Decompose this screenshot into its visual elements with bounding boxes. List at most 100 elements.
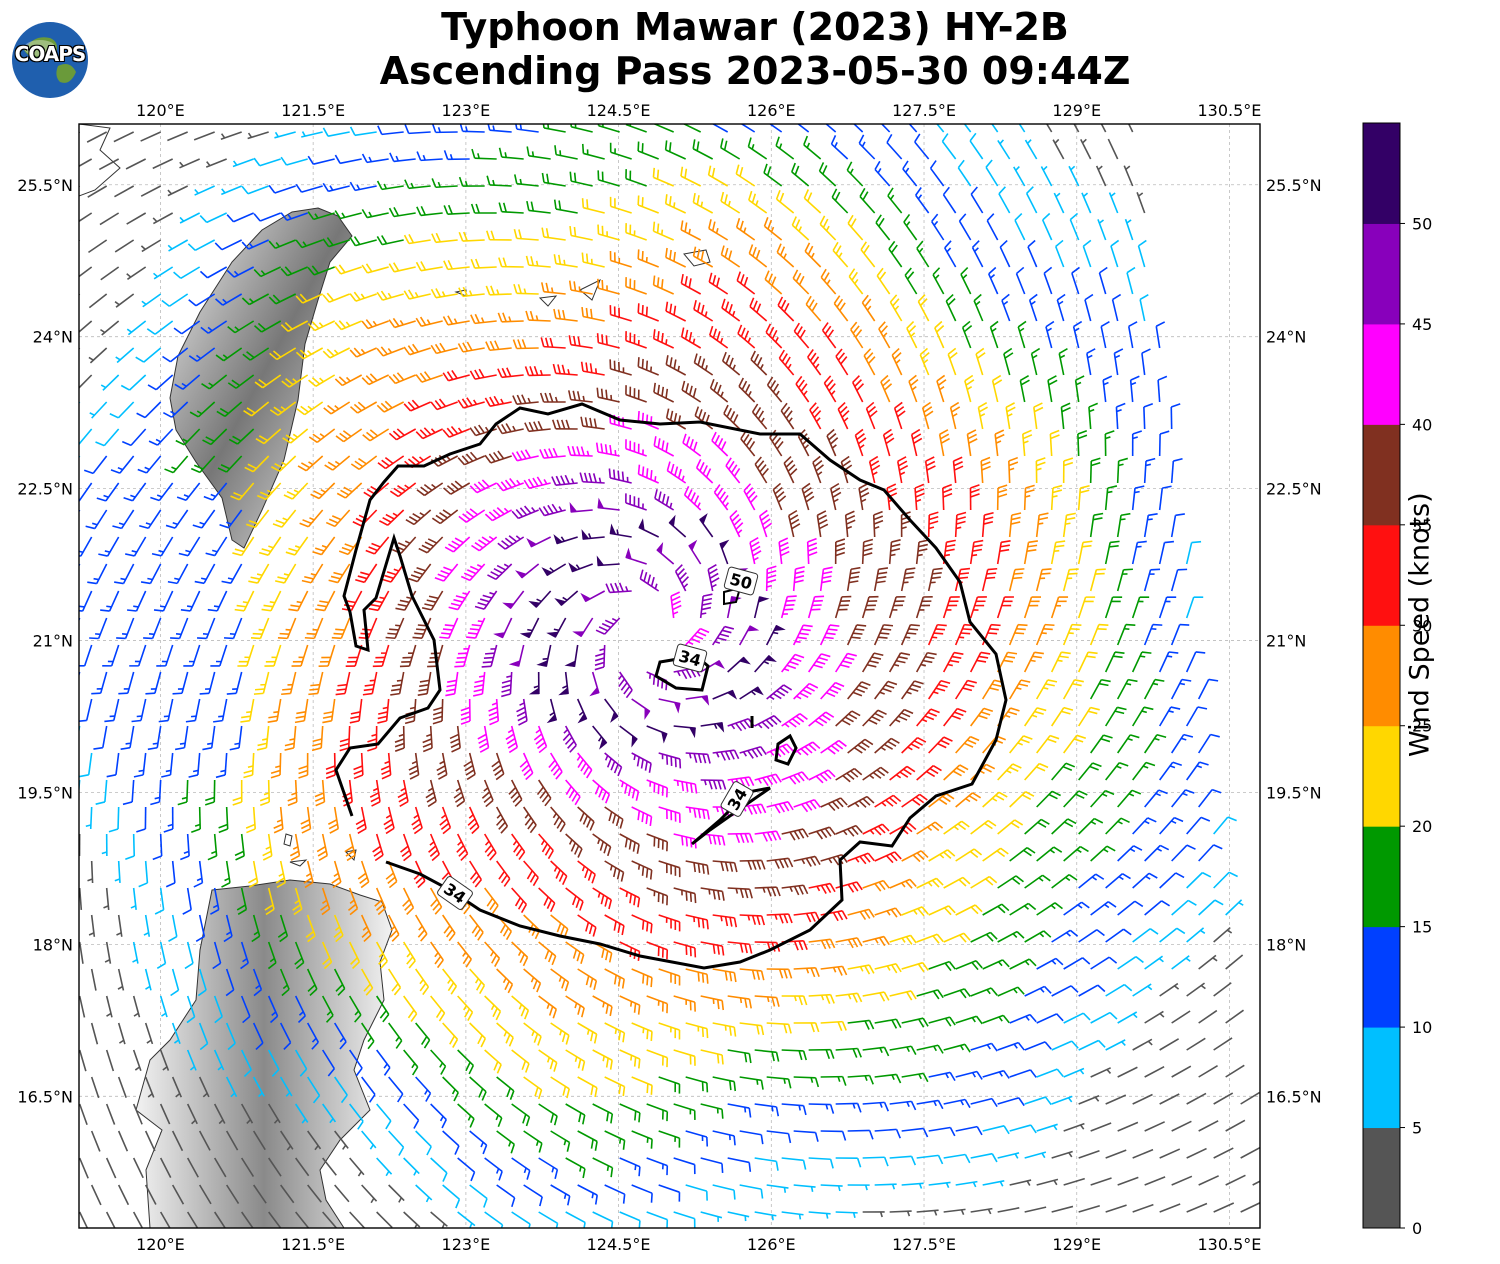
wind-barb <box>619 887 641 908</box>
wind-barb <box>803 135 822 160</box>
wind-barb <box>487 563 513 581</box>
wind-barb <box>739 968 765 981</box>
wind-barb <box>268 1211 282 1228</box>
wind-barb <box>835 824 863 837</box>
wind-barb <box>969 596 987 619</box>
wind-barb <box>847 1184 870 1191</box>
wind-barb <box>700 1103 724 1119</box>
wind-barb <box>365 536 390 555</box>
wind-barb <box>1084 293 1094 322</box>
wind-barb <box>253 266 282 278</box>
lon-tick-label-bottom: 120°E <box>136 1235 185 1254</box>
wind-barb <box>1116 512 1131 538</box>
wind-barb <box>298 752 309 779</box>
wind-barb <box>982 791 1008 808</box>
wind-barb <box>727 1049 752 1064</box>
wind-barb <box>682 124 702 133</box>
wind-barb <box>176 482 201 502</box>
wind-barb <box>712 1130 736 1146</box>
wind-barb <box>1036 1068 1064 1078</box>
wind-barb <box>1005 402 1016 430</box>
wind-barb <box>388 1022 403 1049</box>
wind-barb <box>889 1045 917 1056</box>
wind-barb <box>685 1022 709 1039</box>
wind-barb <box>707 563 720 592</box>
wind-barb <box>538 1157 559 1180</box>
wind-barb <box>91 671 108 695</box>
wind-barb <box>159 1049 170 1071</box>
wind-barb <box>1158 540 1175 565</box>
wind-barb <box>1089 457 1101 484</box>
wind-barb <box>1090 734 1113 754</box>
wind-barb <box>862 709 887 727</box>
wind-barb <box>267 995 279 1024</box>
wind-barb <box>652 275 674 295</box>
wind-barb <box>397 779 409 807</box>
wind-barb <box>171 1184 185 1205</box>
wind-barb <box>240 1157 255 1178</box>
wind-barb <box>874 1128 901 1139</box>
wind-barb <box>1008 623 1028 646</box>
wind-barb <box>538 1049 558 1072</box>
wind-barb <box>339 725 351 752</box>
wind-barb <box>430 288 458 299</box>
wind-barb <box>812 455 824 484</box>
wind-barb <box>1040 165 1053 187</box>
wind-barb <box>846 566 861 592</box>
wind-barb <box>673 941 697 958</box>
wind-barb <box>303 860 314 889</box>
wind-barb <box>874 1073 902 1084</box>
wind-barb <box>1105 928 1132 943</box>
wind-barb <box>597 224 620 241</box>
axis-ticks: 120°E120°E121.5°E121.5°E123°E123°E124.5°… <box>17 101 1321 1254</box>
wind-barb <box>1051 873 1078 889</box>
wind-barb <box>322 237 350 248</box>
wind-barb <box>215 293 243 306</box>
wind-barb <box>430 1103 447 1129</box>
wind-barb <box>793 967 820 978</box>
wind-barb <box>496 968 514 994</box>
wind-barb <box>1117 845 1143 862</box>
wind-barb <box>554 590 579 607</box>
wind-barb <box>1063 957 1091 970</box>
wind-barb <box>403 1049 419 1076</box>
colorbar-bin <box>1363 123 1400 224</box>
wind-barb <box>470 313 497 325</box>
wind-barb <box>1129 375 1140 403</box>
wind-barb <box>901 906 929 917</box>
wind-barb <box>229 725 243 751</box>
wind-barb <box>79 158 93 168</box>
wind-barb <box>835 1047 862 1058</box>
wind-barb <box>727 656 751 673</box>
wind-barb <box>1117 734 1140 754</box>
wind-barb <box>831 188 849 214</box>
wind-barb <box>592 887 613 910</box>
wind-barb <box>190 455 216 474</box>
wind-barb <box>1051 1040 1079 1051</box>
wind-barb <box>1198 788 1222 808</box>
wind-barb <box>973 293 984 322</box>
wind-barb <box>79 698 93 722</box>
wind-barb <box>1171 899 1197 916</box>
wind-barb <box>916 877 944 889</box>
wind-barb <box>79 482 93 502</box>
wind-barb <box>215 347 243 362</box>
wind-barb <box>270 455 297 472</box>
wind-barb <box>729 510 744 538</box>
wind-barb <box>220 131 242 140</box>
wind-barb <box>656 541 675 565</box>
wind-barb <box>225 1184 240 1204</box>
wind-barb <box>113 131 135 143</box>
wind-barb <box>921 401 934 430</box>
wind-barb <box>820 1184 843 1192</box>
wind-barb <box>226 266 255 278</box>
wind-barb <box>735 218 756 241</box>
wind-barb <box>269 401 297 416</box>
wind-barb <box>861 652 884 673</box>
wind-barb <box>156 941 167 970</box>
wind-barb <box>833 295 849 322</box>
wind-barb <box>955 735 980 754</box>
wind-barb <box>1015 266 1026 295</box>
wind-barb <box>1036 846 1063 862</box>
wind-barb <box>1144 789 1168 808</box>
